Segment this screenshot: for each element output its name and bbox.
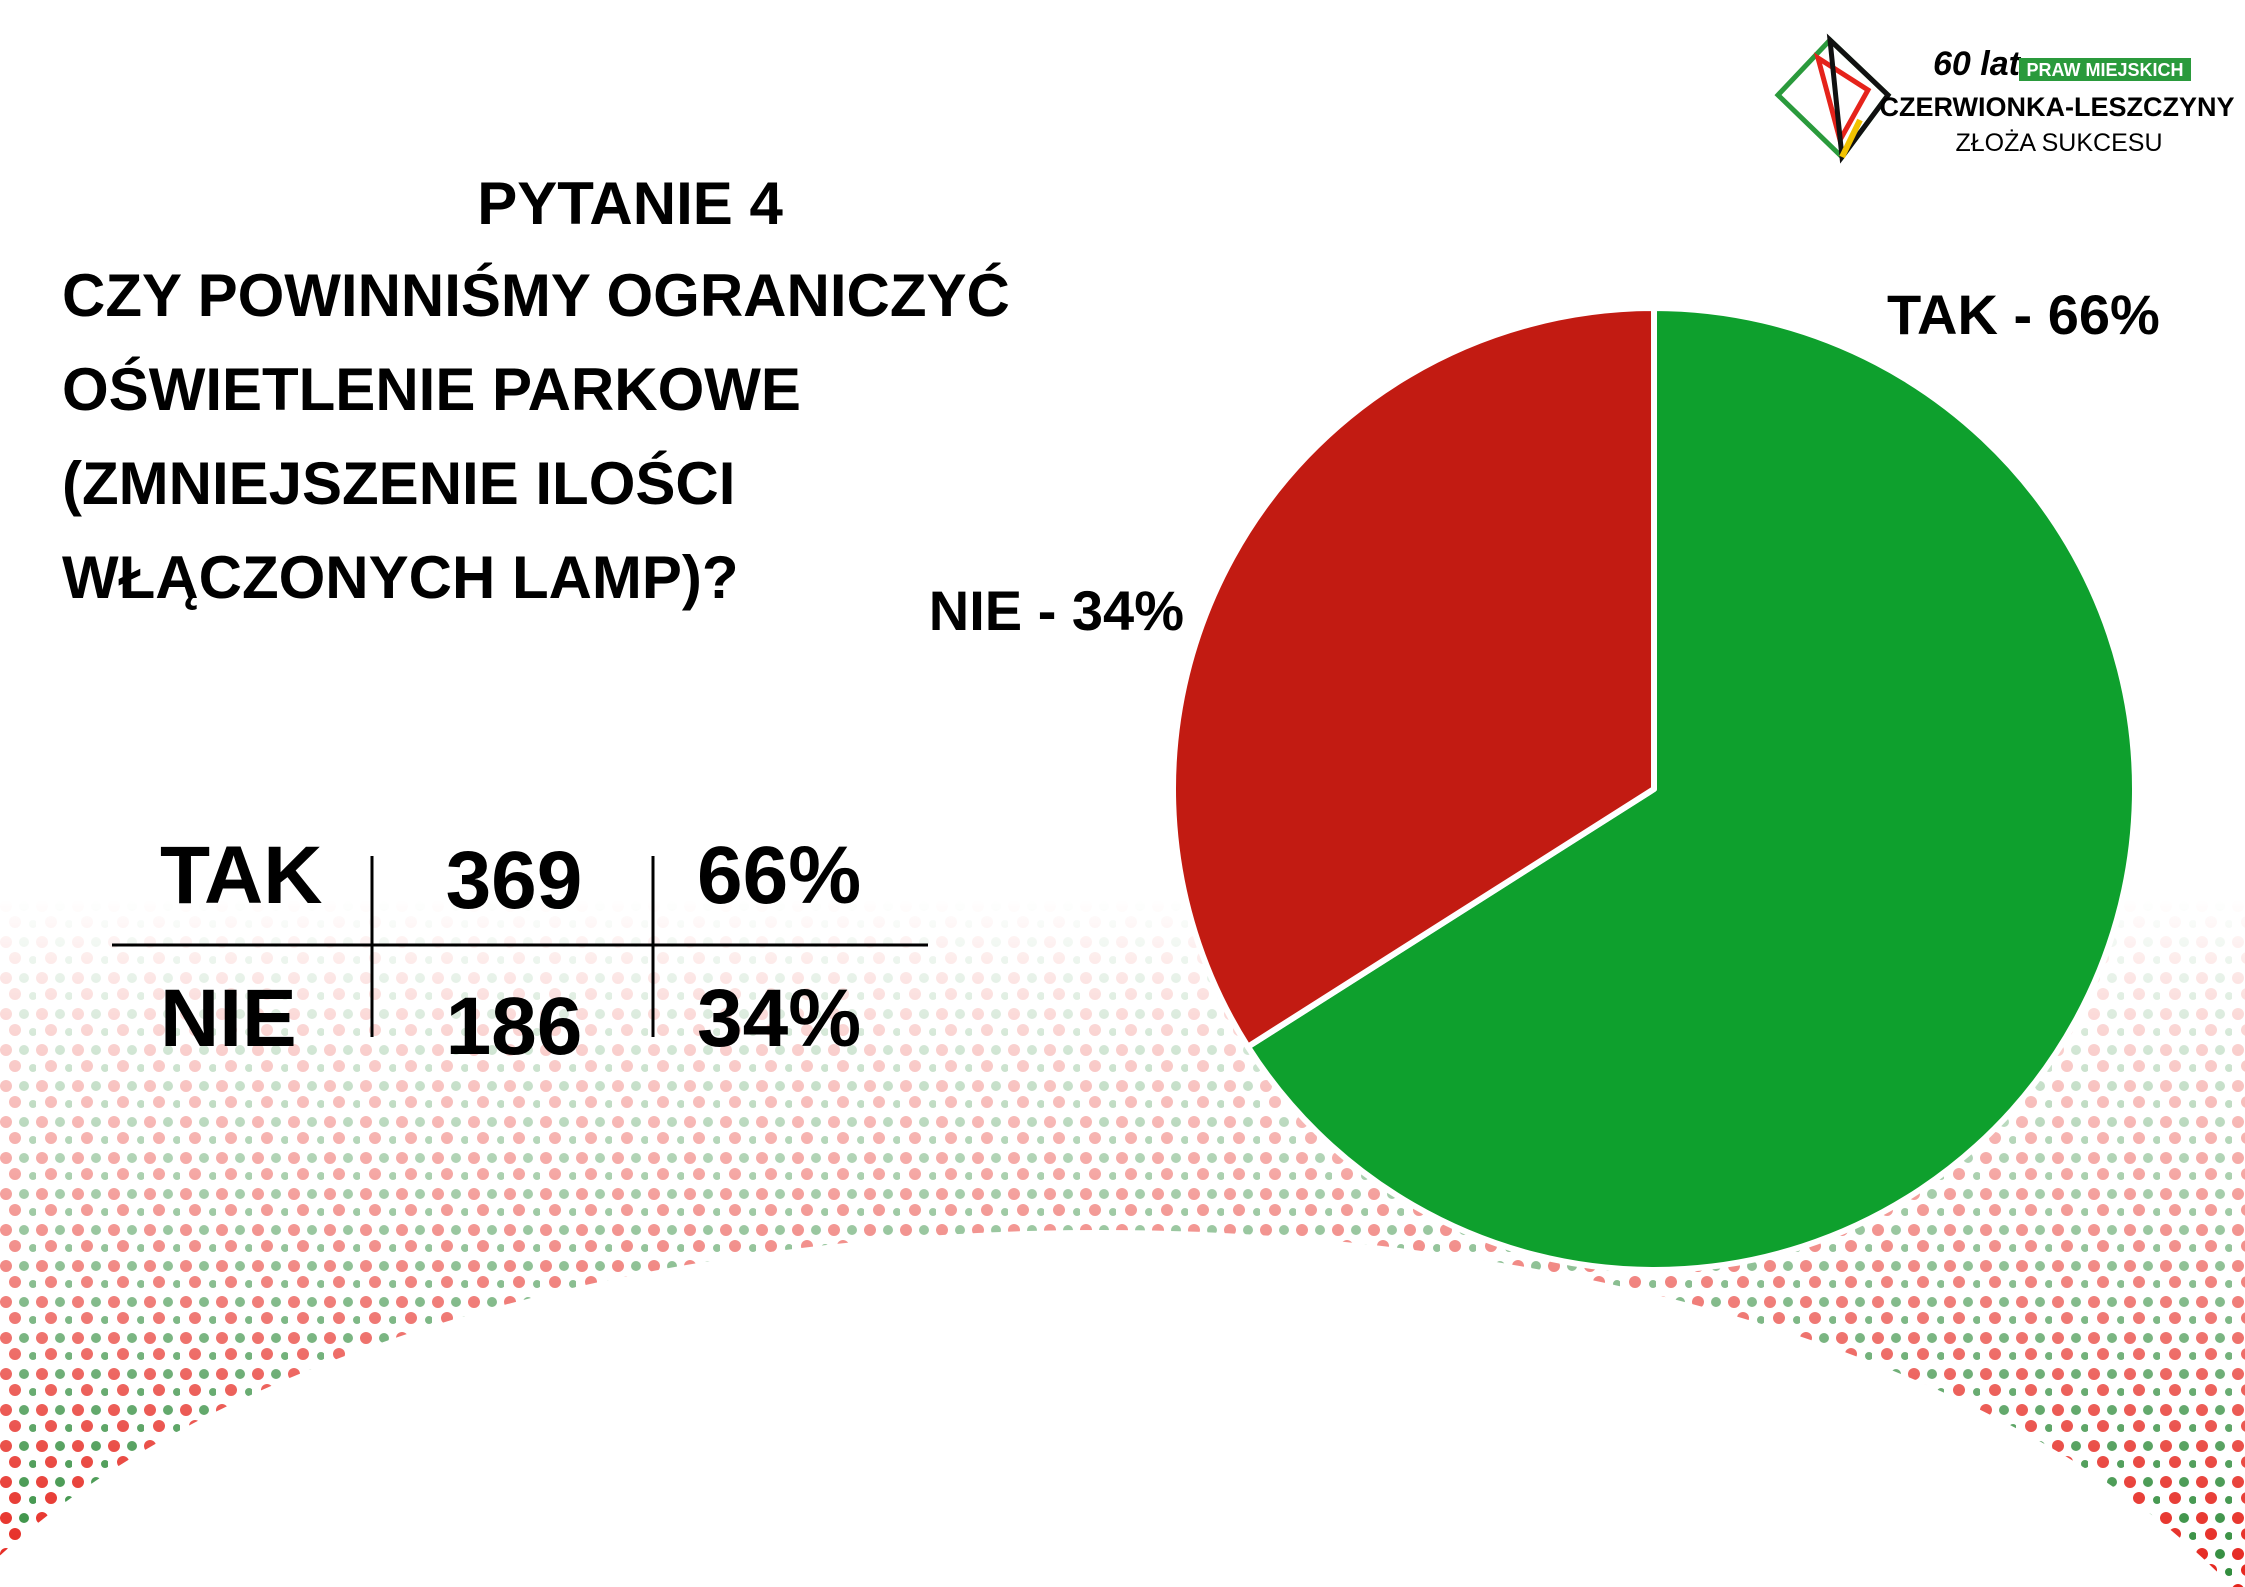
logo: 60 lat PRAW MIEJSKICH CZERWIONKA-LESZCZY…: [1774, 33, 2235, 164]
logo-years: 60 lat: [1933, 45, 2022, 83]
logo-slogan: ZŁOŻA SUKCESU: [1956, 128, 2163, 157]
question-line: (ZMNIEJSZENIE ILOŚCI: [62, 450, 735, 517]
table-cell: NIE: [160, 973, 297, 1064]
slice-label: NIE - 34%: [929, 579, 1184, 642]
question-line: CZY POWINNIŚMY OGRANICZYĆ: [62, 262, 1010, 329]
table-cell: 186: [446, 981, 583, 1072]
table-cell: 34%: [697, 973, 861, 1064]
pie-slice: [1170, 305, 1657, 1050]
slice-label: TAK - 66%: [1887, 283, 2160, 346]
table-cell: TAK: [160, 830, 322, 921]
logo-icon: [1839, 118, 1863, 159]
logo-badge: [2019, 58, 2191, 81]
logo-icon: [1813, 52, 1872, 147]
logo-name: CZERWIONKA-LESZCZYNY: [1880, 92, 2235, 122]
table-cell: 369: [446, 835, 583, 926]
pie-slice: [1244, 305, 2138, 1273]
title: PYTANIE 4: [477, 170, 783, 237]
logo-badge-text: PRAW MIEJSKICH: [2026, 60, 2183, 80]
question-line: OŚWIETLENIE PARKOWE: [62, 356, 801, 423]
logo-icon: [1826, 33, 1892, 164]
question-line: WŁĄCZONYCH LAMP)?: [62, 544, 739, 611]
results-table: TAK 369 66% NIE 186 34%: [112, 830, 928, 1072]
table-cell: 66%: [697, 830, 861, 921]
